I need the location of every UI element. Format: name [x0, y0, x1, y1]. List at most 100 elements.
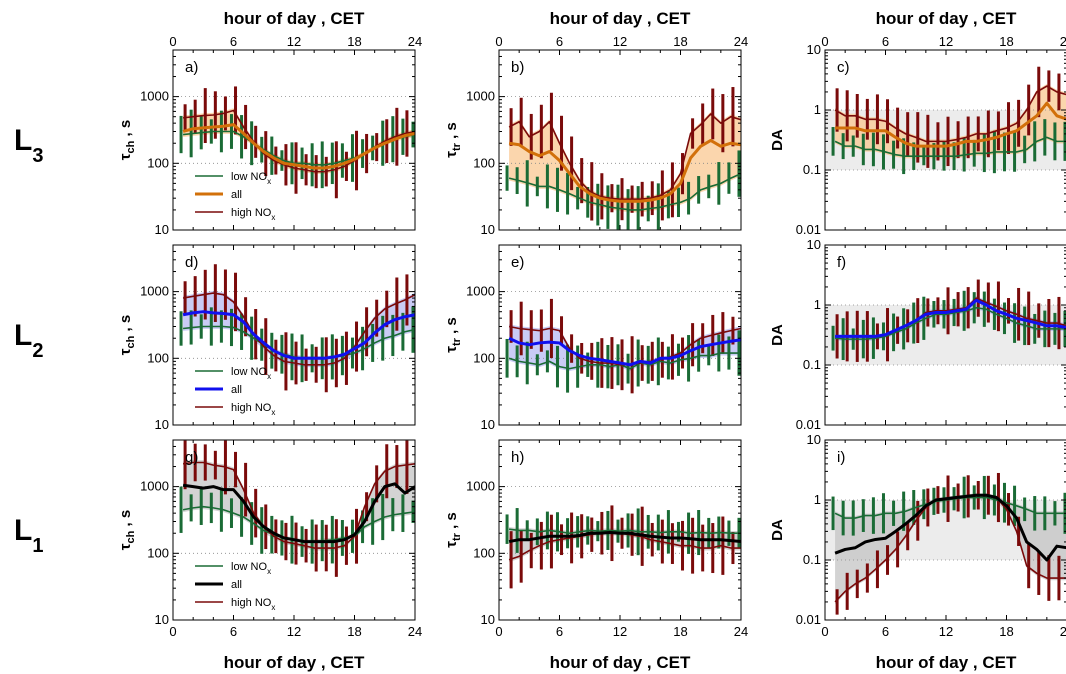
panel-plot-area [499, 291, 741, 394]
x-tick-label: 0 [495, 624, 502, 639]
legend-label-low: low NOx [231, 171, 271, 186]
series-line-low-nox [183, 130, 415, 166]
x-tick-label: 12 [613, 34, 627, 49]
y-axis-label-unit: , s [117, 510, 134, 531]
series-line-low-nox [508, 352, 741, 370]
y-axis-label-unit: , s [443, 512, 460, 533]
series-line-all [834, 493, 1066, 562]
x-tick-label: 6 [230, 624, 237, 639]
legend-label-text: high NO [231, 402, 272, 414]
series-line-low-nox [834, 136, 1066, 157]
series-line-all [182, 310, 415, 360]
legend-label-subscript: x [267, 177, 271, 186]
x-tick-label: 6 [230, 34, 237, 49]
y-tick-label: 10 [481, 222, 495, 237]
y-tick-label: 0.01 [796, 222, 821, 237]
legend-label-subscript: x [267, 372, 271, 381]
series-line-all [182, 123, 415, 170]
y-axis-label: DA [769, 519, 786, 541]
panel-plot-area [825, 472, 1066, 615]
x-tick-label: 24 [734, 34, 748, 49]
y-tick-label: 1000 [140, 284, 169, 299]
y-axis-label-symbol: τ [117, 348, 134, 355]
x-tick-label: 0 [495, 34, 502, 49]
panel-h: 0 6 12 18 24 10 100 1000 τtr , s h) [443, 439, 748, 639]
panel-letter: b) [511, 59, 524, 76]
y-tick-label: 10 [807, 432, 821, 447]
y-axis-label-subscript: tr [451, 142, 463, 151]
y-tick-label: 10 [807, 42, 821, 57]
series-line-all [182, 482, 415, 544]
row-label-sub: 3 [32, 145, 43, 167]
series-line-low-nox [508, 528, 741, 535]
y-axis-label-symbol: τ [443, 346, 460, 353]
uncertainty-band [183, 460, 415, 551]
legend-label-text: low NO [231, 561, 268, 573]
x-tick-label: 0 [169, 624, 176, 639]
panel-letter: c) [837, 59, 850, 76]
row-label-L2: L2 [14, 319, 43, 362]
panel-letter: h) [511, 449, 524, 466]
y-axis-label-subscript: tr [451, 532, 463, 541]
x-tick-label: 24 [1060, 34, 1066, 49]
y-axis-label: DA [769, 129, 786, 151]
y-axis-label-symbol: τ [443, 151, 460, 158]
legend-label-high: high NOx [231, 207, 275, 222]
y-tick-label: 1 [814, 102, 821, 117]
x-tick-label: 12 [287, 624, 301, 639]
y-tick-label: 1000 [140, 89, 169, 104]
y-tick-label: 0.01 [796, 417, 821, 432]
legend-label-all: all [231, 189, 242, 201]
panel-f: 0.01 0.1 1 10 DA f) [769, 237, 1066, 432]
y-axis-label: τtr , s [443, 317, 463, 353]
x-tick-label: 18 [347, 34, 361, 49]
y-tick-label: 10 [481, 417, 495, 432]
bottom-x-axis-title-col1: hour of day , CET [224, 653, 365, 672]
legend-label-text: low NO [231, 171, 268, 183]
y-axis-label-subscript: tr [451, 337, 463, 346]
y-tick-label: 0.01 [796, 612, 821, 627]
x-tick-label: 6 [882, 624, 889, 639]
series-line-high-nox [182, 461, 415, 549]
panel-frame [172, 49, 416, 231]
legend-label-low: low NOx [231, 561, 271, 576]
panel-plot-area [825, 279, 1066, 366]
panel-plot-area [173, 264, 415, 393]
x-tick-label: 24 [408, 34, 422, 49]
legend-label-all: all [231, 579, 242, 591]
row-label-sub: 1 [32, 535, 43, 557]
panel-letter: d) [185, 254, 198, 271]
legend-label-all: all [231, 384, 242, 396]
x-tick-label: 12 [939, 624, 953, 639]
panel-letter: a) [185, 59, 198, 76]
y-tick-label: 10 [481, 612, 495, 627]
series-line-low-nox [508, 172, 741, 211]
panel-plot-area [173, 86, 415, 199]
y-tick-label: 10 [155, 612, 169, 627]
x-tick-label: 18 [673, 34, 687, 49]
y-tick-label: 1000 [466, 89, 495, 104]
panel-letter: g) [185, 449, 198, 466]
y-axis-label: τch , s [117, 120, 137, 160]
svg-text:L2: L2 [14, 319, 43, 362]
x-tick-label: 0 [821, 34, 828, 49]
x-tick-label: 6 [556, 624, 563, 639]
legend-label-high: high NOx [231, 402, 275, 417]
panel-letter: i) [837, 449, 845, 466]
x-tick-label: 12 [613, 624, 627, 639]
y-axis-label-symbol: DA [769, 519, 786, 541]
y-tick-label: 100 [147, 545, 169, 560]
legend-label-low: low NOx [231, 366, 271, 381]
legend-label-high: high NOx [231, 597, 275, 612]
legend-label-text: high NO [231, 597, 272, 609]
x-tick-label: 24 [1060, 624, 1066, 639]
y-axis-label: τch , s [117, 510, 137, 550]
top-x-axis-title-col3: hour of day , CET [876, 9, 1017, 28]
row-label-L1: L1 [14, 514, 43, 557]
panel-letter: f) [837, 254, 846, 271]
y-axis-label-unit: , s [443, 317, 460, 338]
panel-e: 10 100 1000 τtr , s e) [443, 244, 742, 432]
series-line-all [508, 336, 741, 367]
